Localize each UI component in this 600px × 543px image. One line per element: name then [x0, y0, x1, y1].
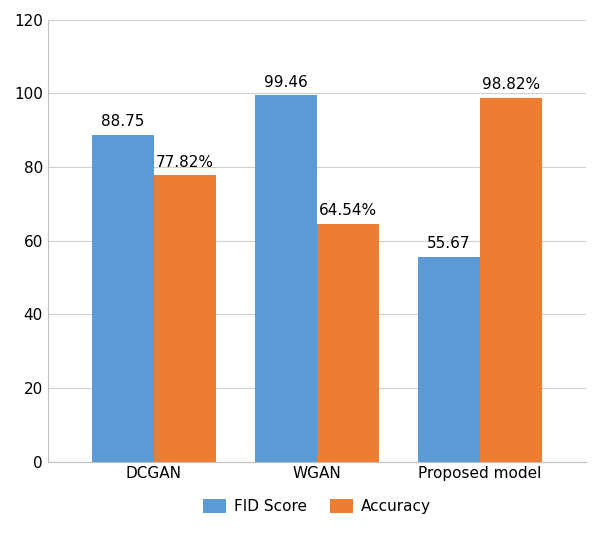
- Text: 64.54%: 64.54%: [319, 204, 377, 218]
- Text: 99.46: 99.46: [264, 75, 308, 90]
- Text: 77.82%: 77.82%: [155, 155, 214, 169]
- Legend: FID Score, Accuracy: FID Score, Accuracy: [197, 493, 436, 520]
- Bar: [154, 175, 215, 462]
- Text: 88.75: 88.75: [101, 115, 145, 129]
- Bar: [317, 224, 379, 462]
- Text: 55.67: 55.67: [427, 236, 471, 251]
- Bar: [92, 135, 154, 462]
- Bar: [255, 96, 317, 462]
- Bar: [480, 98, 542, 462]
- Text: 98.82%: 98.82%: [482, 77, 540, 92]
- Bar: [418, 257, 480, 462]
